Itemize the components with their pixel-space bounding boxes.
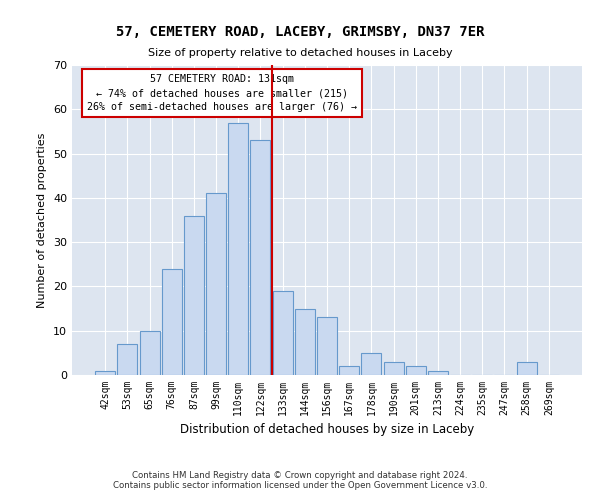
Bar [428, 370, 448, 375]
Text: 57 CEMETERY ROAD: 131sqm
← 74% of detached houses are smaller (215)
26% of semi-: 57 CEMETERY ROAD: 131sqm ← 74% of detach… [88, 74, 358, 112]
Bar [184, 216, 204, 375]
Bar [272, 291, 293, 375]
Bar [406, 366, 426, 375]
Bar [162, 268, 182, 375]
Bar [206, 194, 226, 375]
Bar [95, 370, 115, 375]
Bar [517, 362, 536, 375]
Bar [118, 344, 137, 375]
Bar [250, 140, 271, 375]
Bar [228, 122, 248, 375]
Bar [295, 308, 315, 375]
Text: Contains HM Land Registry data © Crown copyright and database right 2024.
Contai: Contains HM Land Registry data © Crown c… [113, 470, 487, 490]
Bar [383, 362, 404, 375]
Text: 57, CEMETERY ROAD, LACEBY, GRIMSBY, DN37 7ER: 57, CEMETERY ROAD, LACEBY, GRIMSBY, DN37… [116, 25, 484, 39]
Bar [317, 318, 337, 375]
Text: Size of property relative to detached houses in Laceby: Size of property relative to detached ho… [148, 48, 452, 58]
Bar [361, 353, 382, 375]
Bar [140, 330, 160, 375]
Bar [339, 366, 359, 375]
Y-axis label: Number of detached properties: Number of detached properties [37, 132, 47, 308]
X-axis label: Distribution of detached houses by size in Laceby: Distribution of detached houses by size … [180, 424, 474, 436]
